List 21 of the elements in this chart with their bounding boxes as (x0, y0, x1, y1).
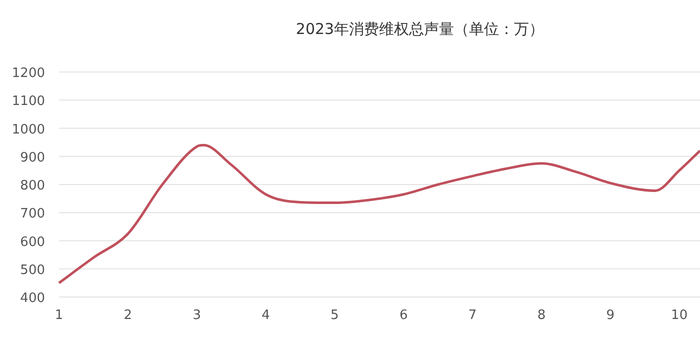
line-series (58, 144, 700, 284)
x-tick-label: 9 (606, 308, 615, 323)
y-tick-label: 1000 (12, 122, 45, 138)
y-tick-label: 900 (20, 150, 45, 166)
x-tick-label: 10 (671, 308, 688, 323)
x-tick-label: 2 (124, 308, 132, 323)
chart-title: 2023年消费维权总声量（单位：万） (296, 20, 544, 38)
x-tick-label: 3 (192, 308, 201, 323)
x-tick-label: 7 (468, 308, 477, 323)
x-tick-label: 1 (54, 308, 64, 323)
x-tick-label: 5 (330, 308, 339, 323)
x-tick-label: 8 (537, 308, 546, 323)
x-tick-label: 6 (399, 308, 408, 323)
y-tick-label: 600 (20, 234, 45, 250)
y-tick-label: 1200 (12, 66, 45, 81)
y-tick-label: 1100 (12, 94, 45, 110)
y-tick-label: 400 (20, 291, 45, 306)
x-tick-label: 4 (262, 308, 270, 323)
y-tick-label: 700 (20, 206, 45, 222)
y-tick-label: 500 (20, 262, 45, 278)
y-tick-label: 800 (20, 178, 45, 194)
